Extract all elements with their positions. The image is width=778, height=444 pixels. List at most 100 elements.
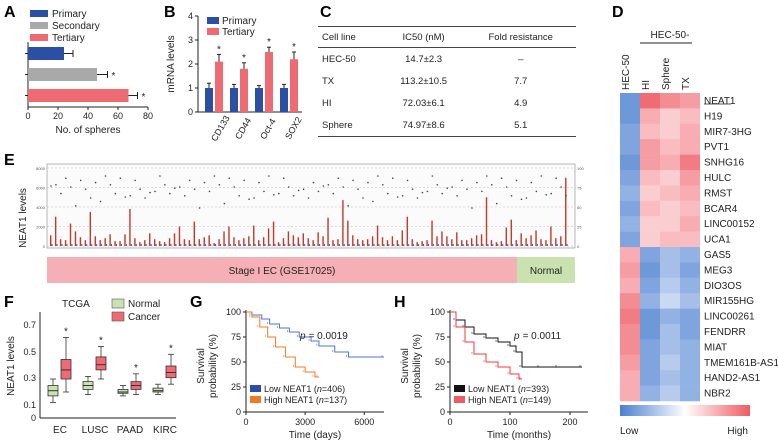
cell: 74.97±8.6 [381, 114, 466, 137]
e-point [461, 179, 463, 182]
f-significance-star: * [134, 363, 138, 374]
e-y-tick: 6000 [36, 186, 46, 191]
h-legend-high-label: High NEAT1 (n=149) [468, 395, 551, 405]
cell: 5.1 [465, 114, 576, 137]
e-bar-secondary [467, 244, 469, 246]
e-bar-secondary [457, 244, 459, 246]
a-tick: 40 [83, 111, 93, 121]
e-bar [104, 238, 106, 246]
e-bar [134, 238, 136, 246]
e-bar [223, 231, 225, 246]
e-point [273, 194, 275, 196]
e-bar [129, 208, 131, 246]
e-bar [213, 243, 215, 246]
heatmap-row-label: FENDRR [704, 327, 746, 338]
stage-i-ec-band [47, 257, 517, 283]
e-bar [89, 211, 92, 246]
legend-primary-swatch [30, 10, 48, 17]
e-point [243, 179, 245, 182]
cell: 113.2±10.5 [400, 75, 447, 87]
e-point [198, 207, 201, 209]
panel-d: D HEC-50- HEC-50 HI Sphere TX NEAT1 H19 MI… [612, 4, 778, 437]
e-point [233, 186, 236, 188]
heatmap-cell [660, 354, 680, 371]
heatmap-cell [640, 108, 660, 125]
e-bar [267, 228, 270, 246]
heatmap-cell [660, 170, 680, 186]
heatmap-row-label: NEAT1 [704, 96, 736, 107]
e-bar-secondary [472, 244, 474, 246]
e-bar-secondary [289, 244, 291, 246]
km-y-tick: 75 [435, 332, 445, 342]
e-bar-secondary [338, 244, 340, 246]
e-point [520, 198, 523, 200]
heatmap-cell [640, 139, 660, 155]
heatmap-cell [620, 185, 640, 202]
heatmap-cell [640, 216, 660, 232]
e-bar-secondary [541, 244, 543, 246]
e-bar-secondary [314, 244, 316, 246]
e-bar-secondary [482, 244, 484, 246]
heatmap-cell [660, 154, 680, 171]
heatmap-cell [620, 247, 640, 263]
f-box [165, 365, 177, 379]
e-bar-secondary [215, 244, 217, 246]
e-point [134, 179, 136, 182]
heatmap-row-label: GAS5 [704, 250, 731, 261]
e-bar-secondary [353, 244, 355, 246]
e-bar-secondary [432, 244, 434, 246]
heatmap-row-label: BCAR4 [704, 204, 738, 215]
e-bar [208, 235, 210, 246]
heatmap-cell [640, 231, 660, 248]
e-point [535, 190, 538, 193]
e-bar [149, 233, 151, 246]
heatmap-cell [620, 370, 640, 386]
stage-i-ec-label: Stage I EC (GSE17025) [229, 266, 336, 277]
e-bar-secondary [323, 244, 325, 246]
e-point [263, 190, 265, 193]
e-bar [520, 233, 522, 246]
e-bar [109, 234, 111, 246]
heatmap-row-label: LINC00152 [704, 219, 755, 230]
b-significance-star: * [267, 37, 271, 48]
table-row: Sphere 74.97±8.6 5.1 [318, 114, 576, 137]
cell: 72.03±6.1 [402, 97, 445, 109]
e-point [550, 192, 552, 195]
heatmap-cell [660, 324, 680, 340]
e-bar [178, 226, 181, 246]
heatmap-cell [660, 308, 680, 325]
e-bar [416, 242, 418, 246]
f-box [117, 389, 129, 394]
e-bar [64, 240, 67, 246]
f-title: TCGA [62, 299, 90, 310]
b-legend-tertiary-label: Tertiary [222, 27, 255, 38]
e-point [139, 188, 141, 190]
e-bar-secondary [556, 244, 558, 246]
e-y-tick: 2000 [36, 225, 46, 230]
b-cat-label: CD133 [209, 114, 232, 143]
b-significance-star: * [242, 53, 246, 64]
b-tick: 3 [188, 35, 193, 45]
e-bar [50, 235, 52, 246]
e-point [248, 198, 250, 200]
e-bar [287, 231, 290, 246]
cell: 7.7 [514, 75, 528, 87]
b-tick: 0 [188, 107, 193, 117]
e-point [322, 185, 325, 187]
e-bar-secondary [527, 244, 529, 246]
g-legend-high-label: High NEAT1 (n=137) [264, 395, 347, 405]
e-bar-secondary [358, 244, 360, 246]
e-bar [391, 236, 394, 246]
e-bar-secondary [205, 244, 207, 246]
e-bar-secondary [363, 244, 365, 246]
e-bar [158, 241, 161, 246]
e-bar [396, 240, 399, 246]
e-bar [302, 233, 304, 246]
e-bar [253, 225, 255, 246]
heatmap-cell [620, 123, 640, 140]
e-bar-secondary [398, 244, 400, 246]
heatmap-cell [660, 185, 680, 202]
e-point [188, 179, 191, 182]
heatmap-cell [620, 339, 640, 356]
e-point [426, 190, 429, 193]
